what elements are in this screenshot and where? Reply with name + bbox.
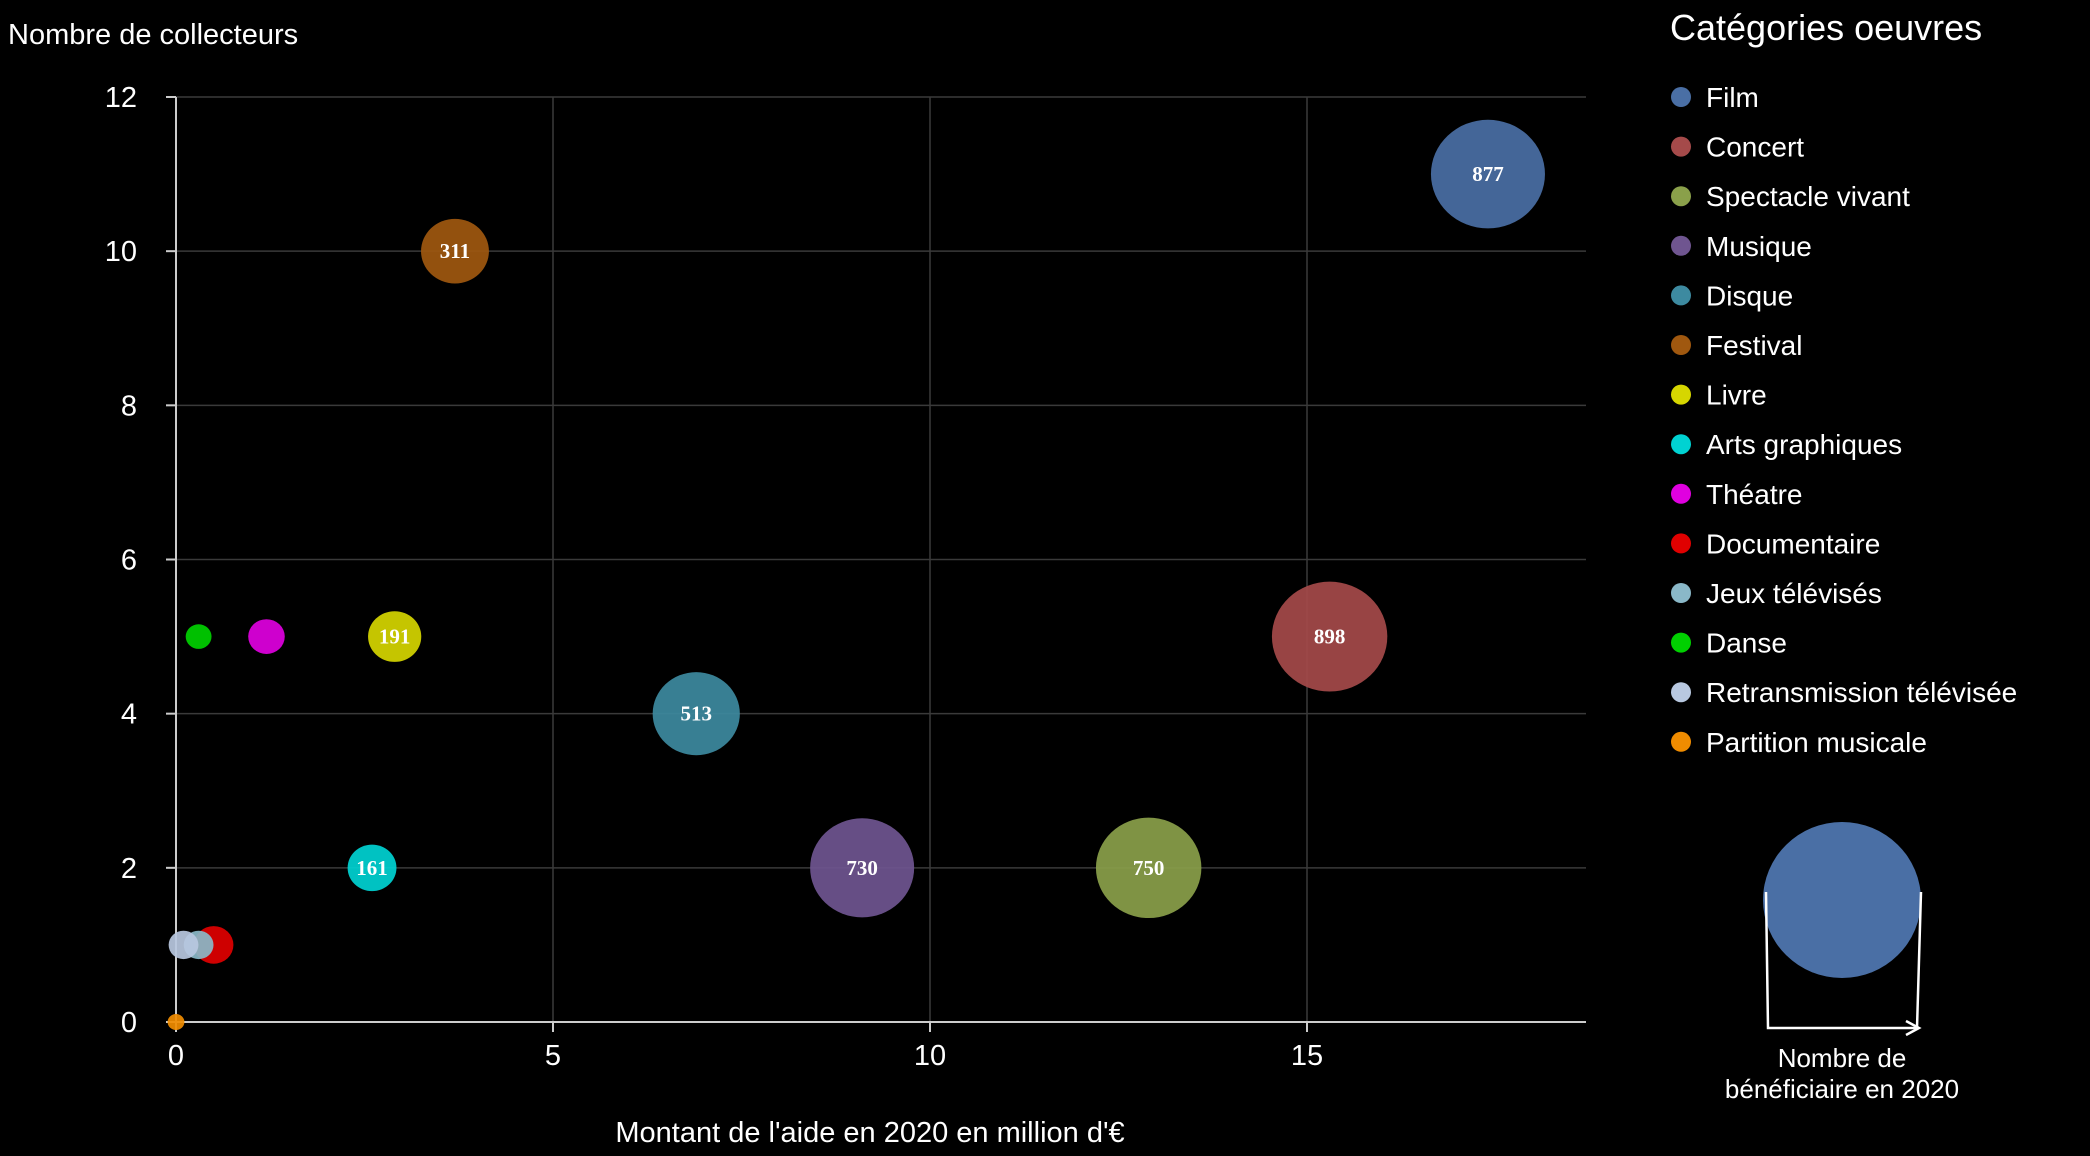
legend-marker — [1671, 632, 1691, 653]
grid — [176, 96, 1586, 1022]
size-legend-label-line2: bénéficiaire en 2020 — [1725, 1074, 1959, 1104]
legend-entry: Musique — [1706, 231, 1812, 262]
legend-entry: Disque — [1706, 280, 1793, 311]
bubble-data-label: 898 — [1314, 625, 1346, 649]
legend: Film Concert Spectacle vivant Musique Disque… — [1671, 82, 2017, 758]
legend-entry: Jeux télévisés — [1706, 578, 1882, 609]
y-axis-title: Nombre de collecteurs — [8, 19, 298, 51]
bubble-data-label: 750 — [1133, 856, 1165, 880]
legend-entry: Documentaire — [1706, 528, 1880, 559]
y-tick-label: 4 — [121, 699, 137, 731]
bubble — [248, 619, 285, 654]
bubble — [168, 930, 199, 960]
legend-entry: Retransmission télévisée — [1706, 677, 2017, 708]
bubble — [421, 218, 489, 284]
legend-entry: Concert — [1706, 132, 1804, 163]
size-legend-bracket — [1764, 891, 1923, 1030]
size-legend-bubble — [1763, 822, 1921, 978]
y-tick-label: 8 — [121, 390, 137, 422]
legend-title: Catégories oeuvres — [1670, 7, 1982, 48]
bubbles: 898 877 750 730 513 311 191 161 — [167, 119, 1545, 1030]
x-tick-label: 5 — [545, 1040, 561, 1072]
legend-entry: Partition musicale — [1706, 727, 1927, 758]
bubble-data-label: 191 — [379, 625, 411, 649]
legend-entry: Film — [1706, 82, 1759, 113]
legend-marker — [1671, 384, 1691, 405]
legend-marker — [1671, 335, 1691, 355]
legend-entry: Festival — [1706, 330, 1802, 361]
bubble — [167, 1014, 185, 1030]
legend-entry: Danse — [1706, 628, 1787, 659]
x-tick-label: 15 — [1291, 1040, 1323, 1072]
size-legend-label-line1: Nombre de — [1778, 1043, 1907, 1073]
y-tick-label: 6 — [121, 545, 137, 577]
y-tick-label: 10 — [105, 236, 137, 268]
bubble — [652, 672, 740, 756]
legend-marker — [1671, 235, 1691, 256]
bubble-data-label: 877 — [1472, 162, 1504, 186]
bubble — [1095, 817, 1202, 919]
bubble-data-label: 161 — [356, 856, 388, 880]
legend-marker — [1671, 136, 1691, 157]
size-legend-arrowhead — [1905, 1019, 1922, 1037]
legend-marker — [1671, 483, 1691, 504]
legend-entry: Arts graphiques — [1706, 429, 1902, 460]
legend-marker — [1671, 533, 1691, 554]
bubble — [185, 624, 212, 649]
bubble — [810, 818, 915, 918]
y-tick-label: 12 — [105, 82, 137, 114]
y-tick-label: 0 — [121, 1007, 137, 1039]
legend-marker — [1671, 682, 1691, 703]
x-tick-label: 10 — [914, 1040, 946, 1072]
legend-entry: Livre — [1706, 380, 1767, 411]
bubble-data-label: 730 — [846, 856, 878, 880]
bubble-data-label: 311 — [440, 239, 470, 263]
legend-entry: Théatre — [1706, 479, 1803, 510]
bubble — [1271, 581, 1388, 692]
legend-marker — [1671, 186, 1691, 207]
legend-marker — [1671, 434, 1691, 455]
bubble-data-label: 513 — [681, 702, 713, 726]
ticks: 0 2 4 6 8 10 12 0 5 10 15 — [105, 82, 1323, 1072]
legend-marker — [1671, 583, 1691, 603]
legend-entry: Spectacle vivant — [1706, 181, 1910, 212]
x-axis-title: Montant de l'aide en 2020 en million d'€ — [615, 1117, 1124, 1149]
y-tick-label: 2 — [121, 853, 137, 885]
bubble — [1430, 119, 1545, 229]
size-legend: Nombre de bénéficiaire en 2020 — [1725, 822, 1959, 1104]
x-tick-label: 0 — [168, 1040, 184, 1072]
bubble — [368, 611, 422, 662]
legend-marker — [1671, 285, 1691, 306]
legend-marker — [1671, 731, 1691, 752]
bubble — [347, 844, 397, 892]
legend-marker — [1671, 87, 1691, 107]
